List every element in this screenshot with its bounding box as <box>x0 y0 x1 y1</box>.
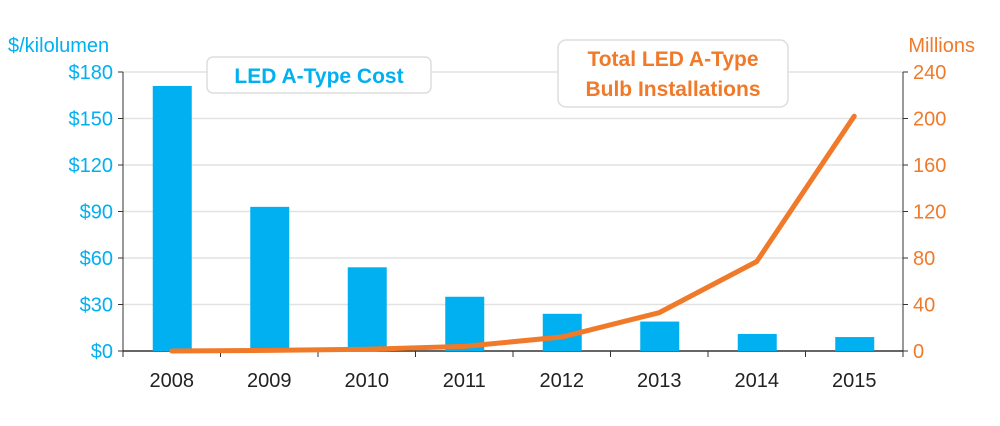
x-tick-label: 2008 <box>150 370 195 392</box>
right-tick-label: 160 <box>913 155 946 177</box>
bar-2009 <box>250 206 290 351</box>
bar-2013 <box>640 321 680 351</box>
bar-2011 <box>445 296 485 351</box>
bar-2008 <box>152 85 192 351</box>
right-tick-label: 0 <box>913 341 924 363</box>
x-tick-label: 2013 <box>637 370 682 392</box>
x-tick-label: 2015 <box>832 370 877 392</box>
left-tick-label: $0 <box>91 341 113 363</box>
left-tick-label: $60 <box>80 248 113 270</box>
cost-legend-box <box>206 56 432 94</box>
bar-2014 <box>737 333 777 351</box>
right-axis-title: Millions <box>908 35 975 57</box>
cost-legend-label: LED A-Type Cost <box>234 65 403 88</box>
x-tick-label: 2011 <box>443 370 486 392</box>
right-tick-label: 120 <box>913 202 946 224</box>
left-tick-label: $150 <box>69 109 114 131</box>
installs-legend-label-1: Total LED A-Type <box>587 48 758 71</box>
right-tick-label: 200 <box>913 109 946 131</box>
x-tick-label: 2014 <box>735 370 780 392</box>
installs-legend-label-2: Bulb Installations <box>585 78 760 101</box>
right-tick-label: 80 <box>913 248 935 270</box>
left-tick-label: $30 <box>80 295 113 317</box>
left-tick-label: $120 <box>69 155 114 177</box>
right-tick-label: 40 <box>913 295 935 317</box>
x-tick-label: 2009 <box>247 370 292 392</box>
bar-2010 <box>347 267 387 351</box>
installs-legend-box <box>557 39 789 108</box>
x-tick-label: 2012 <box>540 370 585 392</box>
installations-line <box>169 113 857 354</box>
right-tick-label: 240 <box>913 62 946 84</box>
left-axis-title: $/kilolumen <box>8 35 109 57</box>
x-tick-label: 2010 <box>345 370 390 392</box>
left-tick-label: $180 <box>69 62 114 84</box>
left-tick-label: $90 <box>80 202 113 224</box>
bar-2015 <box>835 337 875 351</box>
